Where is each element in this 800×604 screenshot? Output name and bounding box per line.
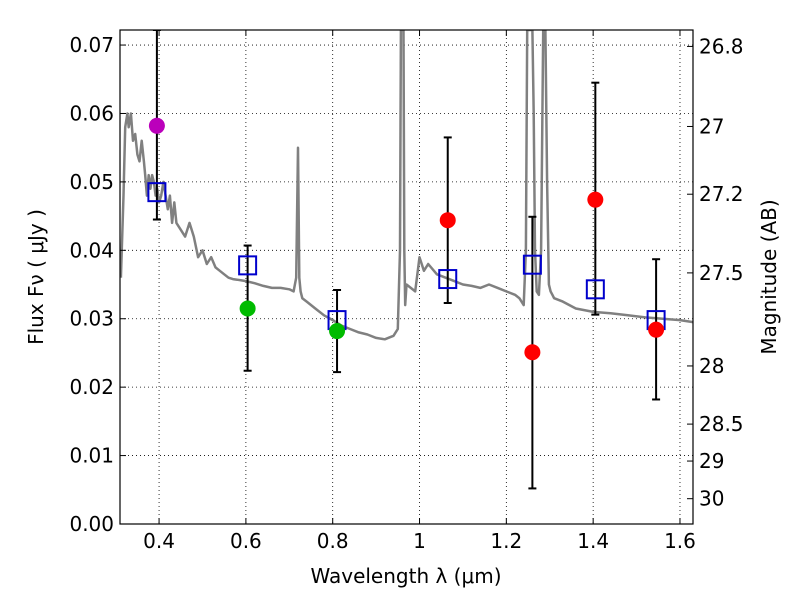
right-tick-label: 26.8 <box>699 34 744 58</box>
plot-frame <box>119 29 694 525</box>
right-tick-label: 30 <box>699 487 724 511</box>
right-axis-title: Magnitude (AB) <box>757 199 781 354</box>
x-tick-label: 0.4 <box>143 529 175 553</box>
x-tick-label: 1 <box>413 529 426 553</box>
y-tick-label: 0.05 <box>69 170 114 194</box>
measured-flux-point <box>587 191 604 208</box>
model-flux-square <box>438 269 458 290</box>
model-flux-square <box>147 182 167 203</box>
right-tick-label: 29 <box>699 449 724 473</box>
measured-flux-point <box>329 323 346 340</box>
x-tick-label: 1.2 <box>490 529 522 553</box>
y-axis-title: Flux Fν ( μJy ) <box>24 209 48 345</box>
model-flux-square <box>522 254 542 275</box>
axis-ticks <box>120 30 693 525</box>
model-spectrum-line <box>120 30 693 341</box>
measured-flux-point <box>148 117 165 134</box>
plot-background <box>120 30 693 524</box>
right-tick-label: 27 <box>699 114 724 138</box>
y-tick-label: 0.04 <box>69 238 114 262</box>
x-tick-label: 1.6 <box>664 529 696 553</box>
measured-flux-point <box>239 300 256 317</box>
y-tick-label: 0.00 <box>69 512 114 536</box>
model-flux-square <box>238 255 258 276</box>
right-tick-label: 27.5 <box>699 261 744 285</box>
model-flux-square <box>585 279 605 300</box>
right-tick-label: 27.2 <box>699 182 744 206</box>
x-tick-label: 1.4 <box>577 529 609 553</box>
measured-flux-point <box>524 344 541 361</box>
y-tick-label: 0.03 <box>69 307 114 331</box>
x-tick-label: 0.6 <box>230 529 262 553</box>
y-tick-label: 0.01 <box>69 444 114 468</box>
x-axis-title: Wavelength λ (μm) <box>310 564 501 588</box>
y-tick-label: 0.02 <box>69 375 114 399</box>
tick-labels: 0.4 0.6 0.8 1 1.2 1.4 1.6 0.00 0.01 0.02 0.03 0.04 0… <box>69 33 743 553</box>
y-tick-label: 0.06 <box>69 101 114 125</box>
right-tick-label: 28 <box>699 354 724 378</box>
measured-flux-point <box>439 212 456 229</box>
y-tick-label: 0.07 <box>69 33 114 57</box>
x-tick-label: 0.8 <box>317 529 349 553</box>
right-tick-label: 28.5 <box>699 412 744 436</box>
plot-area <box>120 30 693 490</box>
measured-flux-point <box>648 321 665 338</box>
